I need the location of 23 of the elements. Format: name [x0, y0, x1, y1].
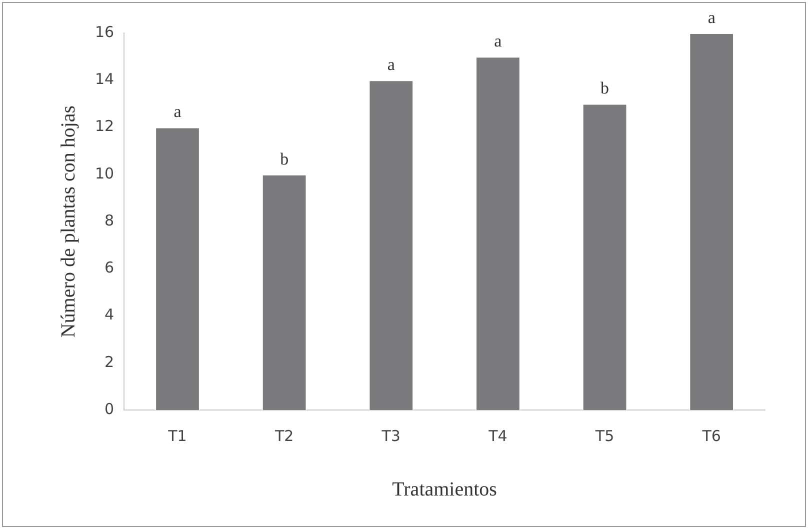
x-tick-label: T1 [167, 426, 187, 445]
y-axis-title: Número de plantas con hojas [57, 105, 80, 338]
annotation: b [600, 78, 610, 98]
annotation: a [708, 8, 716, 27]
y-tick-label: 12 [94, 117, 114, 136]
x-tick-label: T2 [274, 426, 294, 445]
x-axis-title: Tratamientos [392, 478, 498, 500]
annotation: a [174, 102, 182, 122]
y-tick-label: 0 [104, 400, 114, 418]
x-tick-label: T5 [594, 426, 614, 445]
y-tick-label: 14 [94, 70, 114, 88]
annotation: a [387, 55, 396, 74]
y-tick-label: 6 [104, 258, 114, 277]
x-tick-label: T3 [380, 426, 400, 445]
x-tick-label: T4 [488, 426, 508, 445]
x-tick-label: T6 [701, 426, 721, 445]
annotation: a [494, 32, 502, 51]
y-tick-label: 2 [104, 352, 114, 371]
y-tick-label: 10 [94, 164, 114, 182]
y-tick-label: 16 [94, 22, 114, 41]
annotation: b [280, 149, 289, 168]
y-tick-label: 4 [104, 306, 114, 324]
y-tick-label: 8 [104, 211, 114, 230]
